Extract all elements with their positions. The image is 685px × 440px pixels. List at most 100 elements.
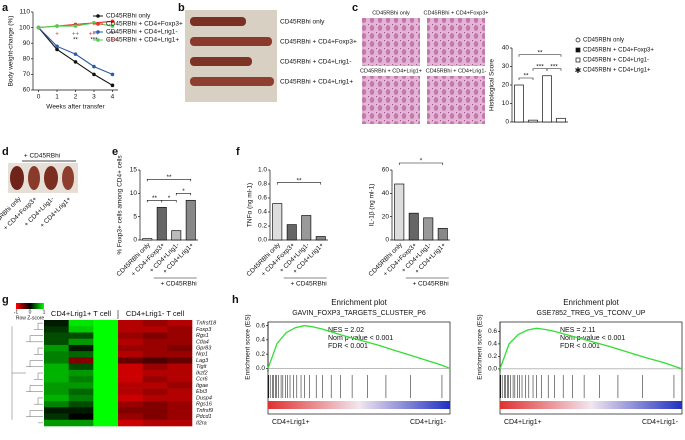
heatmap-cell — [68, 332, 94, 340]
y-tick-label: 0.2 — [258, 223, 267, 230]
heatmap-cell — [44, 326, 69, 333]
annotation: ** — [73, 37, 78, 43]
legend-marker: ✱ — [575, 66, 582, 75]
photo-label: CD45RBhi + CD4+Lrig1- — [280, 59, 352, 66]
image-label: CD45RBhi + CD4+Lrig1+ — [360, 68, 422, 74]
image-label: CD45RBhi only — [372, 10, 410, 16]
y-tick-label: 0.4 — [488, 341, 497, 348]
data-point — [73, 24, 78, 28]
heatmap-cell — [167, 407, 193, 414]
heatmap-cell — [118, 351, 143, 358]
y-tick-label: 10 — [130, 190, 138, 197]
y-tick-label: 40 — [502, 45, 510, 52]
panel-label: f — [236, 146, 240, 158]
image-label: CD45RBhi + CD4+Lrig1- — [426, 68, 487, 74]
chart-title: Enrichment plot — [331, 298, 387, 307]
row-label: Pdcd1 — [196, 414, 212, 420]
panel-label: g — [2, 294, 9, 306]
chart-subtitle: GSE7852_TREG_VS_TCONV_UP — [537, 310, 646, 317]
significance-label: *** — [550, 63, 558, 70]
heatmap-cell — [44, 413, 69, 421]
bar — [272, 203, 283, 241]
group-label: + CD45RBhi — [290, 281, 326, 288]
significance-label: ** — [296, 177, 302, 184]
row-label: Ebi3 — [196, 389, 208, 395]
heatmap-cell — [93, 344, 119, 352]
heatmap-cell — [93, 338, 119, 346]
histology-image — [427, 76, 485, 124]
heatmap-cell — [93, 369, 119, 377]
heatmap-cell — [142, 376, 168, 383]
y-tick-label: 0.0 — [258, 237, 267, 244]
heatmap-cell — [142, 407, 168, 414]
heatmap-cell — [142, 357, 168, 364]
stat-text: FDR < 0.001 — [328, 343, 368, 350]
significance-label: ** — [152, 195, 158, 202]
legend-label: CD45RBhi only — [583, 38, 624, 44]
heatmap-cell — [167, 351, 193, 358]
heatmap-cell — [68, 407, 94, 414]
legend-label: CD45RBhi only — [106, 13, 151, 20]
panel-label: e — [112, 146, 118, 158]
significance-bracket — [398, 162, 444, 165]
legend-marker — [575, 37, 581, 43]
heatmap-cell — [118, 376, 143, 383]
rank-bar — [268, 401, 450, 409]
y-tick-label: 20 — [502, 82, 510, 89]
data-point — [73, 52, 78, 56]
panel-label: c — [352, 2, 358, 14]
data-point — [73, 60, 78, 64]
y-axis-label: % Foxp3+ cells among CD4+ cells — [117, 155, 124, 255]
bar — [301, 215, 312, 241]
heatmap-cell — [118, 407, 143, 414]
bar — [514, 84, 524, 123]
data-point — [110, 83, 115, 88]
heatmap-cell — [93, 394, 119, 402]
stat-text: Nom p-value < 0.001 — [560, 335, 625, 342]
y-tick-label: 5 — [133, 213, 137, 220]
significance-bracket — [175, 193, 192, 196]
y-tick-label: 0 — [133, 237, 137, 244]
heatmap-cell — [118, 357, 143, 364]
bar — [315, 236, 326, 241]
heatmap-cell — [142, 419, 168, 427]
heatmap-cell — [44, 344, 69, 352]
panel-label: h — [232, 294, 239, 306]
heatmap-cell — [167, 376, 193, 383]
bar — [156, 206, 167, 241]
heatmap-cell — [118, 344, 143, 352]
heatmap-cell — [118, 338, 143, 346]
panel-label: a — [2, 2, 9, 14]
heatmap-cell — [118, 401, 143, 408]
heatmap-cell — [167, 419, 193, 427]
data-point — [55, 44, 59, 49]
row-label: Tigit — [196, 364, 207, 370]
data-line — [267, 324, 451, 370]
significance-bracket — [276, 182, 322, 185]
y-tick-label: 0.8 — [258, 181, 267, 188]
heatmap-cell — [68, 363, 94, 371]
data-point — [55, 47, 59, 52]
color-key-tick: -1 — [14, 309, 19, 315]
row-label: Nrp1 — [196, 352, 208, 358]
bar — [394, 183, 405, 241]
bar — [185, 199, 196, 241]
significance-bracket — [518, 54, 562, 57]
heatmap-cell — [142, 326, 168, 333]
group-header: CD4+Lrig1+ T cell — [51, 309, 112, 318]
heatmap-cell — [118, 332, 143, 340]
image-label: CD45RBhi + CD4+Foxp3+ — [424, 10, 489, 16]
y-axis-label: IL-1β (ng ml-1) — [369, 184, 376, 227]
heatmap-cell — [93, 419, 119, 427]
y-tick-label: 90 — [23, 40, 31, 47]
bar — [171, 230, 182, 241]
heatmap-cell — [167, 338, 193, 346]
significance-label: ** — [537, 49, 543, 56]
heatmap-cell — [44, 363, 69, 371]
heatmap-cell — [167, 394, 193, 402]
photo-header: + CD45RBhi — [24, 153, 60, 160]
group-label: CD4+Lrig1- — [410, 419, 447, 426]
heatmap-cell — [142, 351, 168, 358]
bar — [286, 224, 297, 241]
data-point — [110, 19, 115, 24]
